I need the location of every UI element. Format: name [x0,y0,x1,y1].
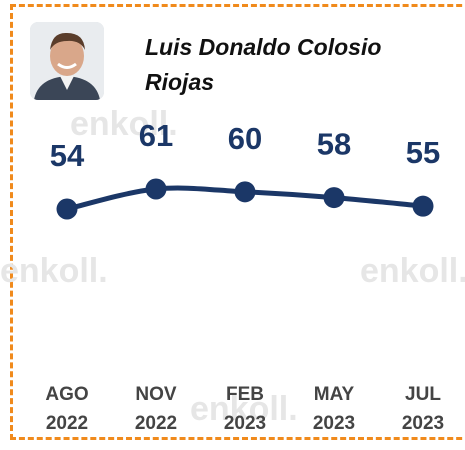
watermark: enkoll. [70,105,178,143]
x-tick-label: JUL 2023 [401,384,445,434]
point [145,178,167,200]
data-label: 61 [139,118,173,153]
x-tick-label: MAY 2023 [312,384,356,434]
avatar [30,22,104,100]
chart-title: Luis Donaldo Colosio Riojas [145,34,382,95]
point [412,195,434,217]
watermark: enkoll. [360,252,465,290]
x-tick-label: FEB 2023 [223,384,267,434]
dashed-frame [10,4,465,440]
point [56,198,78,220]
watermark: enkoll. [190,390,298,428]
data-label: 58 [317,127,351,162]
watermark: enkoll. [0,252,108,290]
point [323,187,345,209]
point [234,181,256,203]
data-label: 60 [228,121,262,156]
x-tick-label: AGO 2022 [45,384,89,434]
x-tick-label: NOV 2022 [134,384,178,434]
data-label: 55 [406,135,440,170]
data-label: 54 [50,138,85,173]
